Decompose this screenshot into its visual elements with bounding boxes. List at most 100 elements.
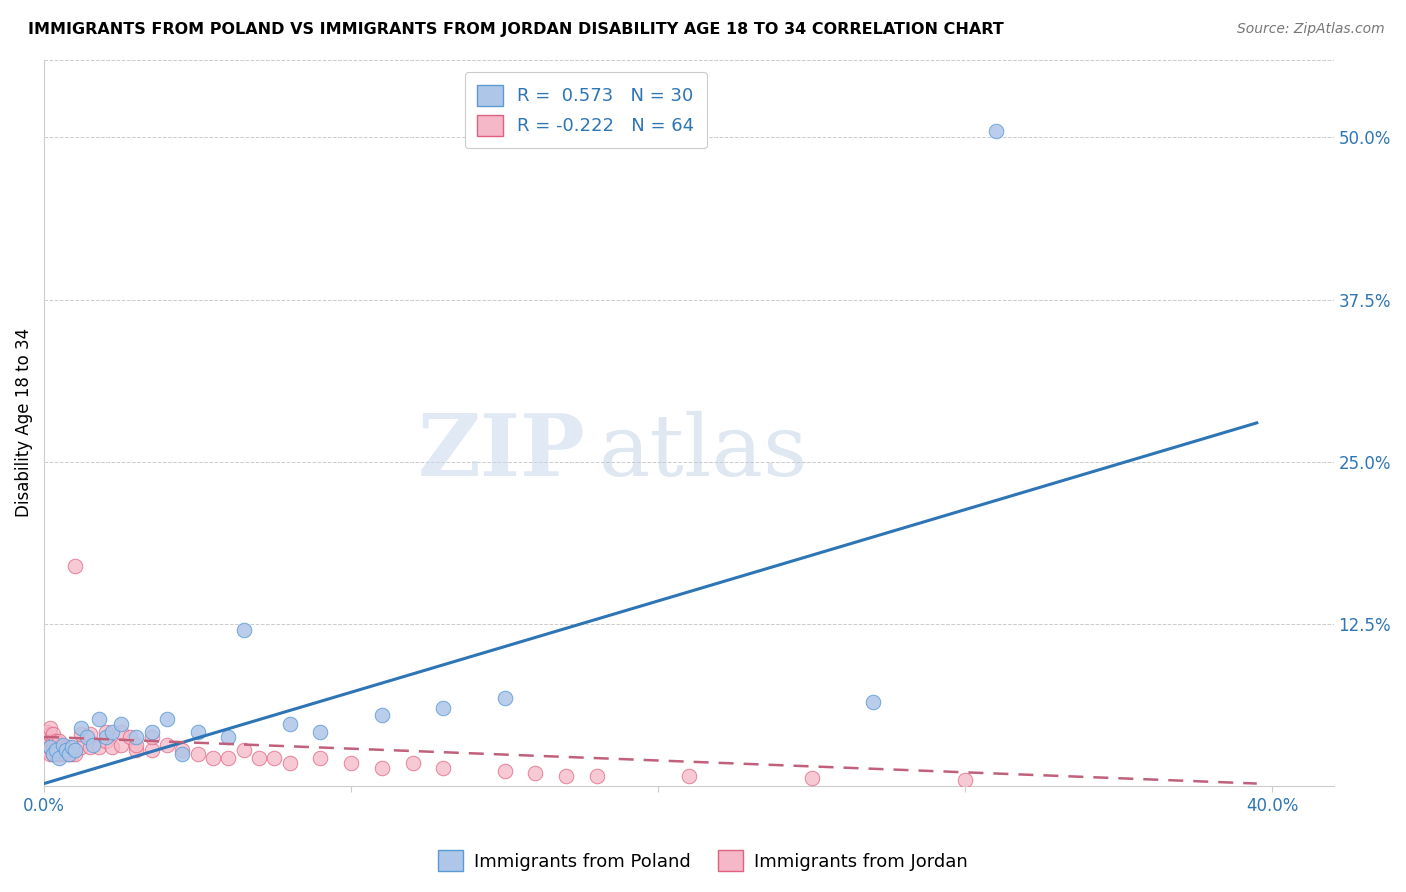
Point <box>37 743 59 757</box>
Point <box>45 747 67 761</box>
Point <box>58 747 80 761</box>
Point <box>94 733 117 747</box>
Point <box>39 747 62 761</box>
Point <box>89 712 111 726</box>
Point <box>70 721 93 735</box>
Point <box>125 743 148 757</box>
Point <box>79 740 101 755</box>
Point <box>232 624 254 638</box>
Point <box>58 740 80 755</box>
Point <box>371 707 394 722</box>
Point <box>63 743 86 757</box>
Point <box>371 761 394 775</box>
Point <box>187 724 209 739</box>
Point <box>862 695 884 709</box>
Point <box>94 724 117 739</box>
Point <box>48 733 70 747</box>
Point <box>984 124 1007 138</box>
Point <box>48 750 70 764</box>
Point <box>48 740 70 755</box>
Point <box>678 769 700 783</box>
Point <box>37 738 59 752</box>
Point <box>141 724 163 739</box>
Point <box>432 761 454 775</box>
Point <box>39 727 62 741</box>
Point <box>51 747 73 761</box>
Point <box>45 733 67 747</box>
Point <box>125 738 148 752</box>
Point <box>39 721 62 735</box>
Point <box>172 743 194 757</box>
Point <box>100 740 122 755</box>
Point <box>94 730 117 744</box>
Text: atlas: atlas <box>599 410 807 493</box>
Point <box>63 747 86 761</box>
Point <box>340 756 363 770</box>
Point <box>110 717 132 731</box>
Point <box>309 750 332 764</box>
Point <box>432 701 454 715</box>
Point <box>217 730 239 744</box>
Point <box>172 747 194 761</box>
Point <box>800 772 823 786</box>
Point <box>42 740 65 755</box>
Point <box>278 717 301 731</box>
Point <box>89 740 111 755</box>
Point <box>82 738 104 752</box>
Point <box>60 747 83 761</box>
Point <box>37 724 59 739</box>
Point <box>39 740 62 755</box>
Point <box>79 727 101 741</box>
Point <box>55 740 77 755</box>
Point <box>58 747 80 761</box>
Point <box>156 738 179 752</box>
Point <box>42 747 65 761</box>
Point <box>70 740 93 755</box>
Point <box>555 769 578 783</box>
Point <box>247 750 270 764</box>
Legend: R =  0.573   N = 30, R = -0.222   N = 64: R = 0.573 N = 30, R = -0.222 N = 64 <box>464 72 707 148</box>
Point <box>37 730 59 744</box>
Point <box>39 740 62 755</box>
Point <box>110 738 132 752</box>
Point <box>201 750 224 764</box>
Point <box>55 747 77 761</box>
Point <box>51 740 73 755</box>
Point <box>100 724 122 739</box>
Point <box>42 747 65 761</box>
Point <box>232 743 254 757</box>
Point <box>120 730 142 744</box>
Point <box>263 750 285 764</box>
Text: ZIP: ZIP <box>418 410 586 494</box>
Point <box>524 766 547 780</box>
Point <box>141 743 163 757</box>
Y-axis label: Disability Age 18 to 34: Disability Age 18 to 34 <box>15 328 32 517</box>
Point <box>401 756 423 770</box>
Legend: Immigrants from Poland, Immigrants from Jordan: Immigrants from Poland, Immigrants from … <box>430 843 976 879</box>
Point <box>187 747 209 761</box>
Point <box>217 750 239 764</box>
Point <box>45 743 67 757</box>
Point <box>494 764 516 778</box>
Point <box>141 730 163 744</box>
Point <box>125 730 148 744</box>
Point <box>60 740 83 755</box>
Point <box>51 738 73 752</box>
Point <box>48 747 70 761</box>
Point <box>76 730 98 744</box>
Text: Source: ZipAtlas.com: Source: ZipAtlas.com <box>1237 22 1385 37</box>
Text: IMMIGRANTS FROM POLAND VS IMMIGRANTS FROM JORDAN DISABILITY AGE 18 TO 34 CORRELA: IMMIGRANTS FROM POLAND VS IMMIGRANTS FRO… <box>28 22 1004 37</box>
Point <box>70 727 93 741</box>
Point <box>494 690 516 705</box>
Point <box>55 743 77 757</box>
Point <box>110 724 132 739</box>
Point <box>45 740 67 755</box>
Point <box>585 769 607 783</box>
Point <box>156 712 179 726</box>
Point <box>63 558 86 573</box>
Point <box>309 724 332 739</box>
Point <box>42 733 65 747</box>
Point <box>278 756 301 770</box>
Point <box>39 733 62 747</box>
Point <box>953 772 976 787</box>
